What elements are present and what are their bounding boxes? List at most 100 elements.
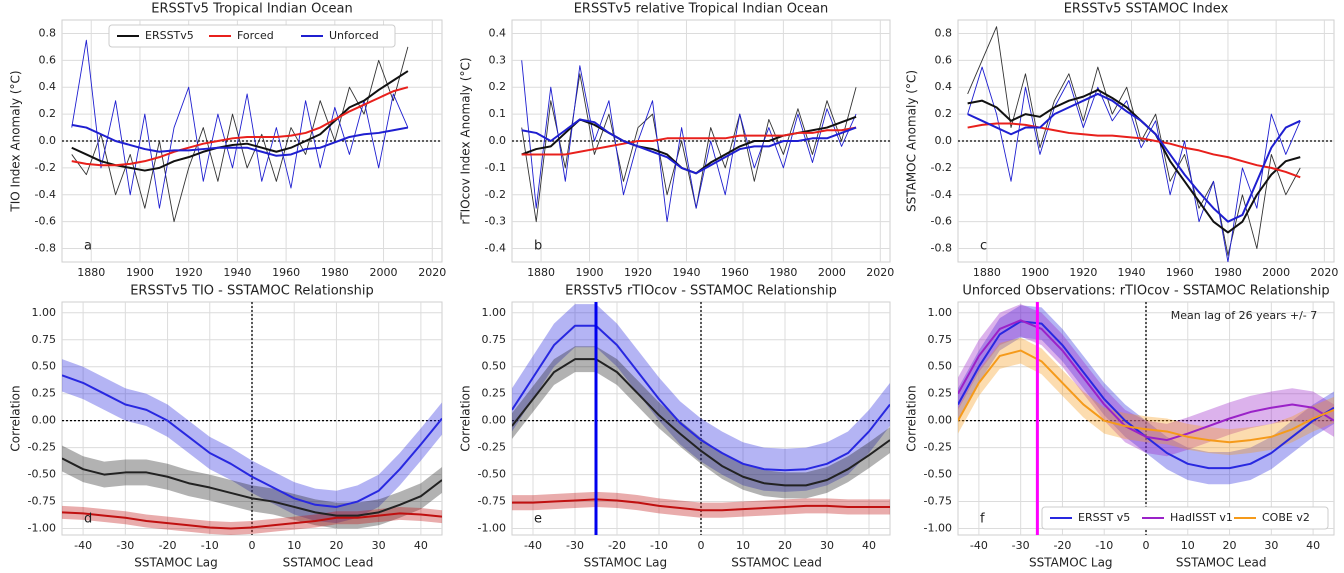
x-tick-label: 10 xyxy=(736,539,750,552)
y-tick-label: -0.50 xyxy=(924,468,952,481)
y-axis-label: Correlation xyxy=(9,385,23,451)
y-tick-label: -0.6 xyxy=(931,215,952,228)
legend-label: Unforced xyxy=(329,29,379,42)
chart-title: ERSSTv5 relative Tropical Indian Ocean xyxy=(574,2,829,17)
x-tick-label: -20 xyxy=(159,539,177,552)
annotation: Mean lag of 26 years +/- 7 xyxy=(1171,309,1318,322)
y-tick-label: 0.2 xyxy=(489,80,507,93)
x-axis-label: SSTAMOC Lag xyxy=(134,556,218,570)
x-tick-label: 0 xyxy=(698,539,705,552)
x-tick-label: -40 xyxy=(970,539,988,552)
y-tick-label: -0.8 xyxy=(931,242,952,255)
y-tick-label: -0.75 xyxy=(478,495,506,508)
x-tick-label: 20 xyxy=(778,539,792,552)
series-line xyxy=(512,324,890,472)
y-tick-label: -0.6 xyxy=(35,215,56,228)
x-tick-label: 30 xyxy=(820,539,834,552)
y-tick-label: 0.1 xyxy=(489,107,507,120)
y-tick-label: 1.00 xyxy=(32,306,57,319)
y-tick-label: 0.2 xyxy=(935,107,953,120)
panel: -0.4 -0.3 -0.2 -0.1 0.0 0.1 0.2 0.3 0.4 1880 1900 1… xyxy=(459,2,895,280)
series-line xyxy=(521,126,857,156)
series-line xyxy=(71,123,409,157)
x-tick-label: 1900 xyxy=(576,266,604,279)
panel-label: d xyxy=(84,512,92,527)
chart-title: ERSSTv5 Tropical Indian Ocean xyxy=(151,2,352,17)
series-line xyxy=(71,46,409,223)
plot xyxy=(62,302,442,535)
y-tick-label: 0.00 xyxy=(928,414,953,427)
x-tick-label: 1880 xyxy=(973,266,1001,279)
y-axis-label: Correlation xyxy=(905,385,919,451)
series-line xyxy=(967,88,1301,234)
chart-title: ERSSTv5 rTIOcov - SSTAMOC Relationship xyxy=(565,284,837,299)
x-tick-label: -30 xyxy=(116,539,134,552)
y-tick-label: 0.0 xyxy=(39,134,57,147)
confidence-band xyxy=(958,304,1334,457)
x-tick-label: -30 xyxy=(1012,539,1030,552)
y-tick-label: 0.8 xyxy=(935,26,953,39)
legend: ERSSTv5 Forced Unforced xyxy=(108,24,396,48)
x-tick-label: 1940 xyxy=(223,266,251,279)
panel-label: a xyxy=(84,239,92,254)
series-line xyxy=(521,118,857,175)
x-tick-label: 2020 xyxy=(1310,266,1338,279)
x-tick-label: 10 xyxy=(1181,539,1195,552)
confidence-band xyxy=(958,337,1334,456)
x-tick-label: 2020 xyxy=(866,266,894,279)
x-tick-label: -10 xyxy=(650,539,668,552)
x-axis-label: SSTAMOC Lead xyxy=(283,556,374,570)
x-tick-label: 30 xyxy=(1264,539,1278,552)
y-tick-label: -0.75 xyxy=(28,495,56,508)
x-tick-label: 20 xyxy=(1223,539,1237,552)
legend-box xyxy=(1041,506,1329,530)
x-tick-label: 1880 xyxy=(77,266,105,279)
chart-title: Unforced Observations: rTIOcov - SSTAMOC… xyxy=(962,284,1329,299)
x-axis-label: SSTAMOC Lead xyxy=(1176,556,1267,570)
y-tick-label: 0.25 xyxy=(928,387,953,400)
legend-label: HadISST v1 xyxy=(1170,511,1233,524)
y-tick-label: 0.25 xyxy=(32,387,57,400)
series-line xyxy=(958,349,1334,444)
x-tick-label: 0 xyxy=(249,539,256,552)
x-tick-label: -20 xyxy=(1053,539,1071,552)
series-line xyxy=(71,86,409,167)
panel: 1.00 0.75 0.50 0.25 0.00 -0.25 -0.50 -0.75 -1.00… xyxy=(905,284,1335,570)
x-tick-label: -10 xyxy=(201,539,219,552)
confidence-band xyxy=(958,305,1334,485)
confidence-band xyxy=(512,491,890,518)
series-line xyxy=(62,374,442,508)
y-tick-label: -0.2 xyxy=(931,161,952,174)
y-tick-label: -1.00 xyxy=(478,522,506,535)
x-tick-label: 1920 xyxy=(624,266,652,279)
y-tick-label: 0.6 xyxy=(935,53,953,66)
y-tick-label: 0.4 xyxy=(39,80,57,93)
y-tick-label: 0.0 xyxy=(489,134,507,147)
y-tick-label: 0.75 xyxy=(482,333,507,346)
x-tick-label: 1920 xyxy=(175,266,203,279)
panel-label: c xyxy=(980,239,987,254)
y-axis-label: SSTAMOC Anomaly (°C) xyxy=(905,70,919,212)
y-tick-label: -0.50 xyxy=(28,468,56,481)
y-tick-label: 0.6 xyxy=(39,53,57,66)
y-tick-label: 0.50 xyxy=(928,360,953,373)
chart-title: ERSSTv5 TIO - SSTAMOC Relationship xyxy=(130,284,374,299)
x-tick-label: 1880 xyxy=(527,266,555,279)
x-tick-label: 1980 xyxy=(321,266,349,279)
y-tick-label: -0.2 xyxy=(485,188,506,201)
x-axis-label: SSTAMOC Lag xyxy=(584,556,668,570)
y-tick-label: 0.75 xyxy=(32,333,57,346)
x-tick-label: 1980 xyxy=(769,266,797,279)
y-tick-label: 1.00 xyxy=(482,306,507,319)
y-tick-label: 0.00 xyxy=(482,414,507,427)
x-tick-label: -20 xyxy=(608,539,626,552)
legend-label: COBE v2 xyxy=(1262,511,1310,524)
x-tick-label: 2000 xyxy=(370,266,398,279)
y-tick-label: 0.0 xyxy=(935,134,953,147)
confidence-band xyxy=(62,445,442,529)
legend-label: ERSST v5 xyxy=(1078,511,1130,524)
x-tick-label: 1940 xyxy=(1118,266,1146,279)
x-tick-label: 1900 xyxy=(1021,266,1049,279)
y-tick-label: 0.3 xyxy=(489,53,507,66)
x-tick-label: -40 xyxy=(524,539,542,552)
